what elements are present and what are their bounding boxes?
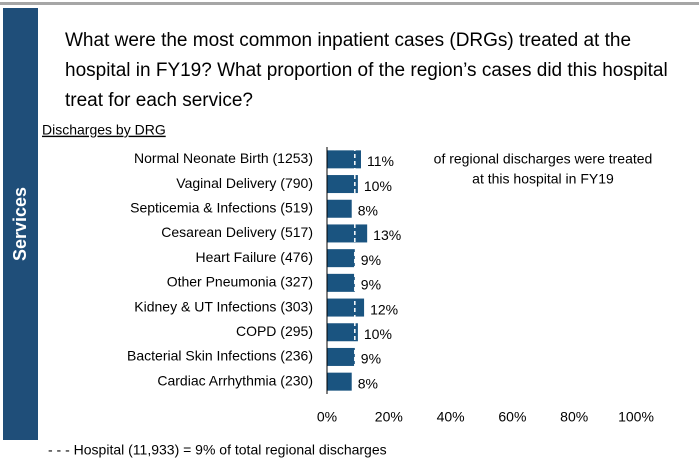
x-tick-label: 80%	[560, 409, 588, 425]
bar	[327, 298, 365, 317]
value-label: 10%	[364, 326, 392, 342]
category-label: Normal Neonate Birth (1253)	[134, 150, 313, 166]
category-label: Kidney & UT Infections (303)	[134, 298, 313, 314]
value-label: 13%	[373, 227, 401, 243]
bar	[327, 199, 352, 218]
annotation: at this hospital in FY19	[472, 171, 614, 187]
title-line: hospital in FY19? What proportion of the…	[65, 60, 668, 81]
category-label: Cesarean Delivery (517)	[161, 224, 313, 240]
bar	[327, 150, 361, 169]
bar	[327, 372, 352, 391]
footnote: - - - Hospital (11,933) = 9% of total re…	[48, 442, 387, 458]
bar	[327, 175, 358, 194]
x-tick-label: 20%	[375, 409, 403, 425]
title-line: What were the most common inpatient case…	[65, 30, 631, 51]
value-label: 10%	[364, 178, 392, 194]
bar	[327, 224, 368, 243]
title-line: treat for each service?	[65, 90, 253, 111]
bar	[327, 323, 358, 342]
value-label: 9%	[361, 277, 381, 293]
bar	[327, 249, 355, 268]
x-tick-label: 100%	[618, 409, 654, 425]
x-tick-label: 40%	[437, 409, 465, 425]
section-label: Services	[10, 187, 30, 261]
top-rule	[0, 2, 699, 5]
chart-title: Discharges by DRG	[42, 122, 166, 138]
category-label: Heart Failure (476)	[196, 249, 314, 265]
category-label: Bacterial Skin Infections (236)	[127, 348, 313, 364]
category-label: COPD (295)	[236, 323, 313, 339]
category-label: Cardiac Arrhythmia (230)	[157, 372, 313, 388]
value-label: 8%	[358, 375, 378, 391]
value-label: 11%	[367, 153, 394, 169]
category-label: Septicemia & Infections (519)	[130, 199, 313, 215]
category-label: Vaginal Delivery (790)	[176, 175, 313, 191]
bar	[327, 273, 355, 292]
x-tick-label: 0%	[317, 409, 337, 425]
x-tick-label: 60%	[498, 409, 526, 425]
value-label: 9%	[361, 252, 381, 268]
value-label: 8%	[358, 202, 378, 218]
sidebar	[3, 8, 38, 440]
value-label: 12%	[370, 301, 398, 317]
annotation: of regional discharges were treated	[434, 151, 653, 167]
value-label: 9%	[361, 351, 381, 367]
bar	[327, 347, 355, 366]
category-label: Other Pneumonia (327)	[167, 274, 313, 290]
